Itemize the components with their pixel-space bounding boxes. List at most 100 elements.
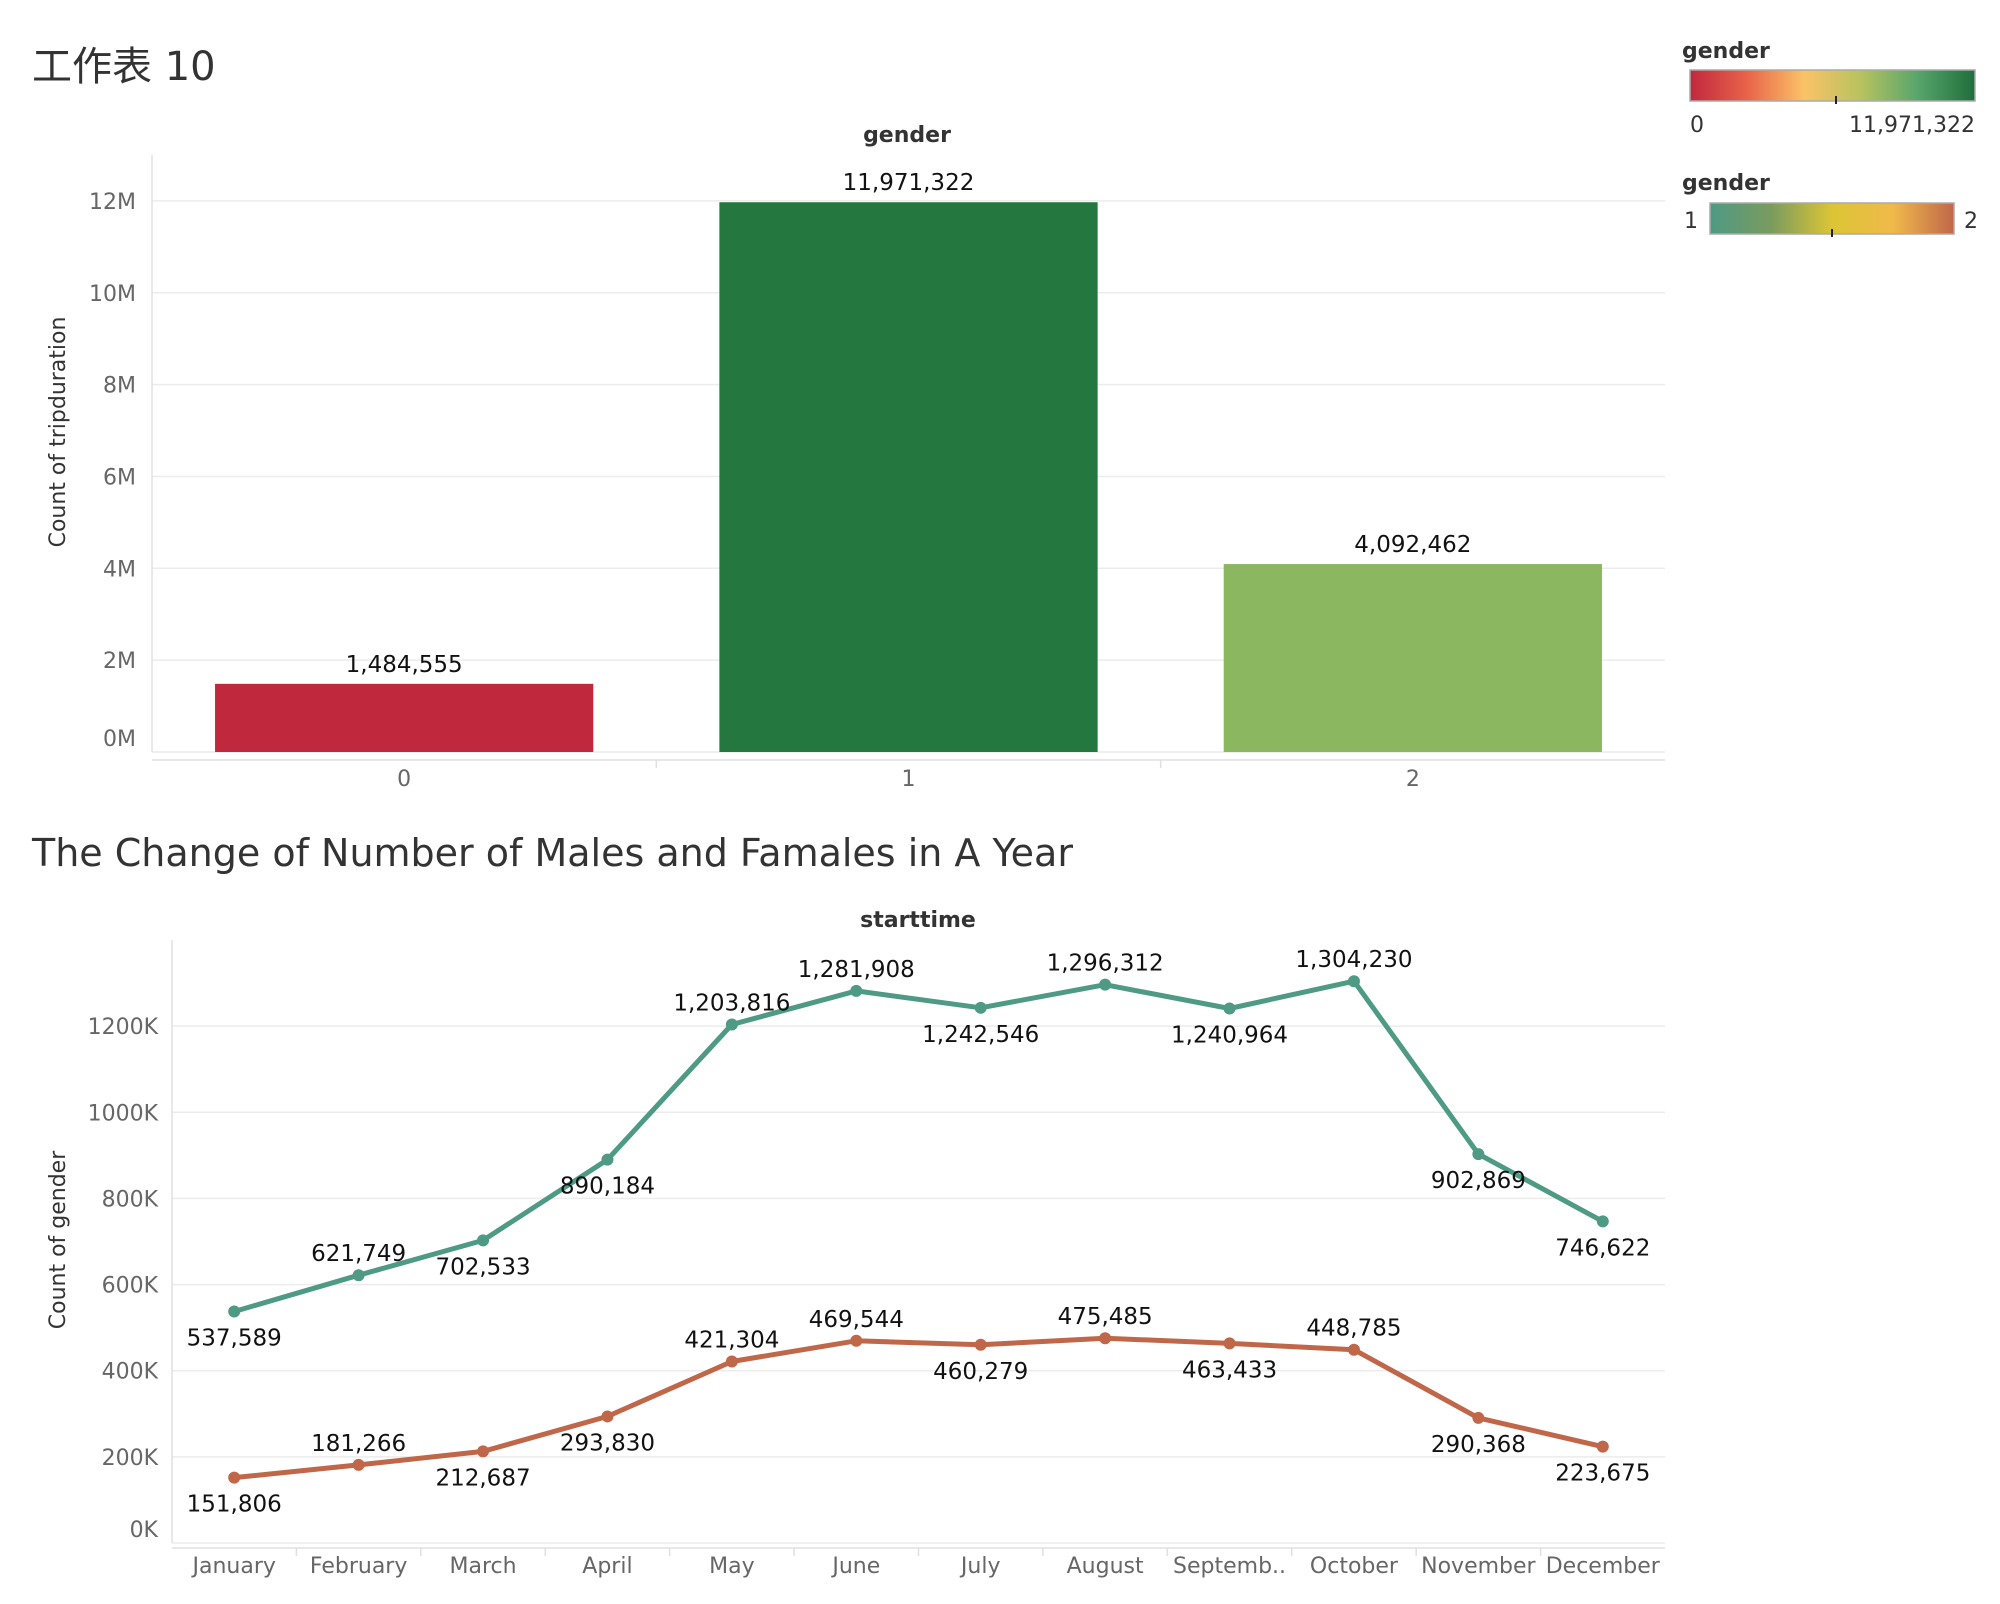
series-value-label: 475,485 (1058, 1304, 1153, 1330)
legend-2-max: 2 (1964, 209, 1978, 234)
series-value-label: 212,687 (435, 1465, 530, 1491)
series-point (352, 1458, 365, 1471)
bar-y-tick-label: 10M (89, 282, 136, 307)
line-y-tick-label: 200K (102, 1446, 159, 1471)
line-x-tick-label: July (959, 1554, 1001, 1579)
line-x-tick-label: April (582, 1554, 632, 1579)
line-gridlines (172, 1025, 1665, 1544)
line-y-tick-label: 800K (102, 1187, 159, 1212)
series-point (725, 1355, 738, 1368)
line-x-tick-label: December (1546, 1554, 1661, 1579)
legend-1-title: gender (1682, 39, 1770, 64)
line-chart-title: The Change of Number of Males and Famale… (31, 831, 1073, 875)
series-point (725, 1018, 738, 1031)
series-point (601, 1153, 614, 1166)
series-point (850, 984, 863, 997)
legend-1-max: 11,971,322 (1849, 113, 1975, 138)
series-value-label: 537,589 (187, 1325, 282, 1351)
series-value-label: 1,242,546 (922, 1022, 1039, 1048)
series-value-label: 151,806 (187, 1492, 282, 1518)
line-marks: 537,589 621,749 702,533 890,184 1,203,816 1,2… (187, 947, 1651, 1517)
bar (1223, 564, 1602, 752)
series-point (974, 1001, 987, 1014)
bar-y-axis-title: Count of tripduration (46, 317, 71, 548)
series-value-label: 421,304 (684, 1328, 779, 1354)
series-line (233, 1335, 1604, 1481)
series-point (1596, 1440, 1609, 1453)
line-x-tick-label: Septemb.. (1173, 1554, 1286, 1579)
legend-2-title: gender (1682, 171, 1770, 196)
line-x-tick-label: February (310, 1554, 408, 1579)
series-point (850, 1334, 863, 1347)
bar-y-tick-label: 6M (103, 465, 136, 490)
bar-y-tick-label: 4M (103, 557, 136, 582)
bar-x-tick-label: 1 (902, 767, 916, 792)
line-x-tick-label: August (1067, 1554, 1144, 1579)
series-value-label: 448,785 (1306, 1316, 1401, 1342)
line-y-tick-label: 600K (102, 1274, 159, 1299)
bar-chart-header: gender (863, 123, 951, 148)
series-point (228, 1471, 241, 1484)
series-value-label: 890,184 (560, 1174, 655, 1200)
series-value-label: 463,433 (1182, 1357, 1277, 1383)
bar-x-tick-label: 0 (397, 767, 411, 792)
series-point (1223, 1002, 1236, 1015)
line-y-tick-label: 1200K (88, 1015, 159, 1040)
bar-x-tick-label: 2 (1406, 767, 1420, 792)
series-point (1099, 1332, 1112, 1345)
line-chart-header: starttime (860, 908, 976, 933)
legend-1-gradient (1689, 69, 1976, 102)
series-value-label: 1,296,312 (1047, 951, 1164, 977)
line-y-tick-label: 1000K (88, 1101, 159, 1126)
bar-value-label: 11,971,322 (843, 170, 975, 196)
line-chart: The Change of Number of Males and Famale… (31, 831, 1665, 1579)
bar-y-tick-label: 12M (89, 190, 136, 215)
bar-y-tick-label: 2M (103, 649, 136, 674)
series-value-label: 469,544 (809, 1307, 904, 1333)
line-x-tick-label: October (1310, 1554, 1399, 1579)
line-y-tick-label: 0K (130, 1518, 159, 1543)
series-point (1099, 978, 1112, 991)
series-point (601, 1410, 614, 1423)
line-x-tick-label: March (450, 1554, 517, 1579)
bar-value-label: 1,484,555 (346, 652, 463, 678)
color-legend-value: gender 0 11,971,322 (1682, 39, 1976, 138)
series-point (477, 1445, 490, 1458)
bar-chart: gender Count of tripduration 0M 2M 4M 6M 8M 1… (46, 123, 1665, 792)
series-value-label: 1,304,230 (1295, 947, 1412, 973)
legend-1-min: 0 (1690, 113, 1704, 138)
sheet-title: 工作表 10 (32, 44, 216, 90)
series-value-label: 290,368 (1431, 1432, 1526, 1458)
series-value-label: 460,279 (933, 1359, 1028, 1385)
series-point (1223, 1337, 1236, 1350)
series-point (1472, 1411, 1485, 1424)
line-y-tick-label: 400K (102, 1360, 159, 1385)
line-x-tick-label: June (830, 1554, 880, 1579)
series-value-label: 1,240,964 (1171, 1022, 1288, 1048)
series-point (228, 1305, 241, 1318)
series-line (233, 978, 1604, 1314)
series-value-label: 902,869 (1431, 1168, 1526, 1194)
legend-2-min: 1 (1684, 209, 1698, 234)
legend-2-gradient (1709, 202, 1955, 235)
line-x-axis: January February March April May June July Augu… (191, 1548, 1661, 1579)
line-x-tick-label: January (191, 1554, 276, 1579)
bar-y-tick-label: 8M (103, 374, 136, 399)
bar-x-axis: 0 1 2 (397, 760, 1420, 792)
bar-value-label: 4,092,462 (1354, 532, 1471, 558)
bar (215, 683, 594, 752)
series-value-label: 181,266 (311, 1431, 406, 1457)
bar (719, 202, 1098, 753)
series-value-label: 223,675 (1555, 1461, 1650, 1487)
series-point (1347, 975, 1360, 988)
series-point (1472, 1148, 1485, 1161)
series-point (1596, 1215, 1609, 1228)
color-legend-gender: gender 1 2 (1682, 171, 1978, 237)
series-value-label: 1,203,816 (673, 990, 790, 1016)
series-value-label: 621,749 (311, 1241, 406, 1267)
series-point (477, 1234, 490, 1247)
series-point (974, 1338, 987, 1351)
line-x-tick-label: November (1421, 1554, 1536, 1579)
